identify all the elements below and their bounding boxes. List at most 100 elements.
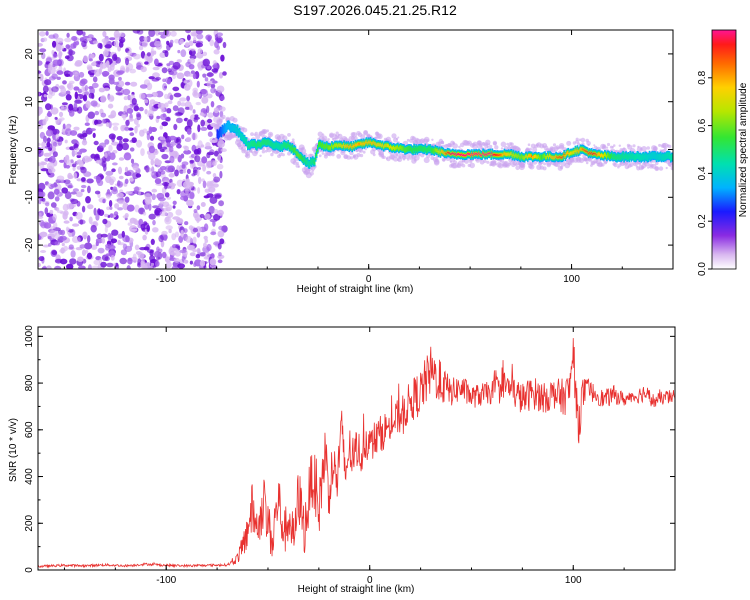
ridge-halo-dot [442,158,446,162]
ridge-halo-dot [665,166,668,170]
ridge-segment [639,154,642,160]
noise-blob [147,249,155,254]
ridge-segment [445,153,448,155]
noise-blob [164,93,169,100]
ridge-segment [380,144,383,148]
ridge-segment [540,154,542,160]
noise-blob [181,164,186,169]
ridge-segment [288,144,291,150]
ridge-segment [228,122,231,130]
noise-blob [186,119,193,128]
noise-blob [42,37,48,42]
noise-blob [140,148,145,157]
noise-blob [85,100,91,109]
noise-blob [194,114,199,118]
ridge-segment [376,143,379,147]
noise-blob [67,175,74,179]
noise-blob [170,252,177,256]
noise-blob [213,213,221,221]
ridge-segment [502,153,505,157]
noise-blob [87,34,94,39]
noise-blob [138,106,144,112]
ridge-segment [252,141,254,147]
noise-blob [212,64,218,69]
noise-blob [124,126,130,132]
noise-blob [154,40,162,47]
noise-blob [174,169,179,177]
ridge-segment [471,152,473,155]
noise-blob [39,231,48,238]
ridge-halo-dot [662,142,669,149]
spectrogram-y-tick-label: -20 [24,237,35,252]
ridge-halo-dot [255,134,261,140]
noise-blob [185,187,189,196]
noise-blob [200,144,205,148]
ridge-segment [230,124,233,132]
ridge-segment [600,154,602,158]
noise-blob [72,188,79,192]
noise-blob [130,158,135,164]
ridge-segment [353,145,356,149]
noise-blob [139,92,146,100]
ridge-segment [593,152,596,155]
noise-blob [194,155,201,163]
noise-blob [100,261,107,268]
ridge-halo-dot [506,142,510,146]
ridge-segment [292,148,295,154]
noise-blob [74,150,78,156]
ridge-segment [664,154,667,160]
snr-y-tick-label: 800 [24,374,35,391]
ridge-segment [670,155,672,161]
noise-blob [174,250,181,257]
colorbar-tick-label: 0.0 [697,262,708,276]
noise-blob [158,31,166,36]
noise-blob [108,94,115,103]
ridge-halo-dot [331,152,335,157]
noise-blob [82,31,86,37]
noise-blob [38,262,41,268]
ridge-segment [407,146,409,152]
noise-blob [166,108,172,114]
ridge-segment [326,143,328,149]
ridge-halo-dot [254,131,258,135]
ridge-segment [597,152,600,156]
noise-blob [126,204,135,212]
ridge-segment [577,150,580,154]
ridge-halo-dot [625,161,629,165]
ridge-segment [417,146,419,152]
noise-blob [92,76,98,83]
ridge-segment [300,154,303,160]
ridge-halo-dot [418,153,421,157]
noise-blob [62,203,69,211]
ridge-halo-dot [433,158,440,165]
ridge-segment [355,143,358,147]
noise-blob [65,128,72,137]
snr-y-label: SNR (10 * v/v) [8,418,19,482]
noise-blob [88,58,93,62]
ridge-halo-dot [509,162,512,165]
ridge-halo-dot [337,133,343,139]
ridge-segment [569,151,572,155]
noise-blob [189,58,196,64]
noise-blob [79,244,86,249]
noise-blob [38,182,46,191]
ridge-segment [473,152,475,155]
noise-blob [192,73,197,80]
ridge-segment [461,153,463,156]
ridge-segment [366,142,369,146]
noise-blob [113,40,119,48]
ridge-segment [616,155,618,161]
noise-blob [43,94,47,98]
ridge-segment [478,152,480,155]
ridge-halo-dot [440,140,445,145]
noise-blob [48,243,52,247]
ridge-halo-dot [321,152,325,155]
ridge-segment [451,152,454,154]
noise-blob [50,183,58,188]
noise-blob [206,170,212,175]
ridge-segment [337,144,339,148]
ridge-segment [637,153,640,159]
ridge-halo-dot [618,144,621,147]
noise-blob [81,205,86,213]
ridge-segment [224,125,227,133]
